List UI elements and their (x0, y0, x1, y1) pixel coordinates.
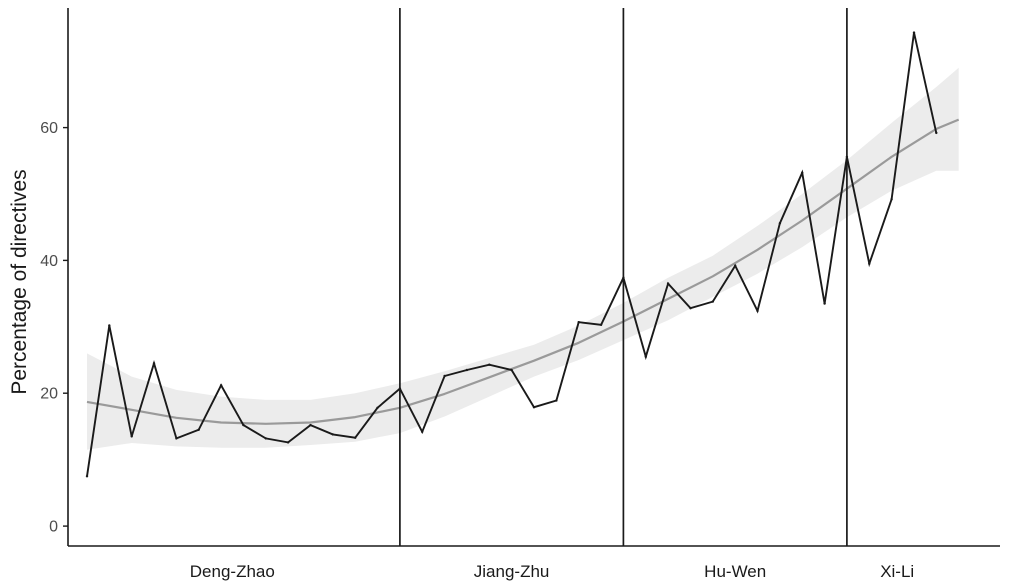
observed-point (421, 430, 424, 433)
observed-point (264, 437, 267, 440)
era-label: Hu-Wen (704, 562, 766, 581)
observed-point (376, 406, 379, 409)
fit-curve (86, 118, 960, 425)
observed-point (711, 300, 714, 303)
observed-point (689, 307, 692, 310)
fit-curve-layer (86, 118, 960, 425)
confidence-band (87, 67, 959, 450)
era-label: Xi-Li (880, 562, 914, 581)
y-axis-title: Percentage of directives (8, 169, 31, 394)
observed-point (935, 131, 938, 135)
observed-point (734, 264, 737, 267)
observed-point (555, 399, 558, 402)
observed-point (443, 374, 446, 378)
observed-point (599, 323, 603, 326)
observed-point (130, 435, 133, 438)
observed-point (823, 302, 826, 305)
era-labels-layer: Deng-Zhao Jiang-Zhu Hu-Wen Xi-Li (190, 562, 914, 581)
observed-point (242, 423, 245, 427)
observed-point (309, 423, 312, 427)
era-label: Deng-Zhao (190, 562, 275, 581)
observed-point (331, 433, 334, 436)
observed-point (85, 475, 89, 478)
observed-point (801, 171, 804, 174)
observed-point (577, 321, 580, 324)
y-tick-label: 0 (49, 519, 58, 536)
observed-point (756, 309, 759, 313)
observed-point (890, 198, 893, 201)
observed-point (152, 362, 156, 365)
observed-point (510, 368, 513, 372)
observed-point (286, 441, 290, 444)
observed-point (644, 355, 647, 358)
observed-point (868, 262, 871, 265)
observed-point (778, 222, 782, 225)
observed-point (666, 282, 670, 285)
confidence-band-layer (87, 67, 959, 450)
observed-point (108, 324, 111, 327)
observed-point (465, 368, 469, 372)
observed-point (175, 437, 178, 440)
observed-point (197, 428, 200, 431)
y-tick-label: 40 (40, 253, 58, 270)
era-label: Jiang-Zhu (474, 562, 550, 581)
observed-point (354, 436, 357, 439)
observed-point (488, 363, 491, 366)
observed-point (219, 384, 223, 387)
y-tick-label: 20 (40, 386, 58, 403)
era-boundary-layer (399, 8, 848, 546)
observed-point (912, 31, 916, 34)
observed-point (532, 406, 536, 409)
y-tick-label: 60 (40, 120, 58, 137)
y-ticks-layer: 0 20 40 60 (40, 120, 68, 536)
